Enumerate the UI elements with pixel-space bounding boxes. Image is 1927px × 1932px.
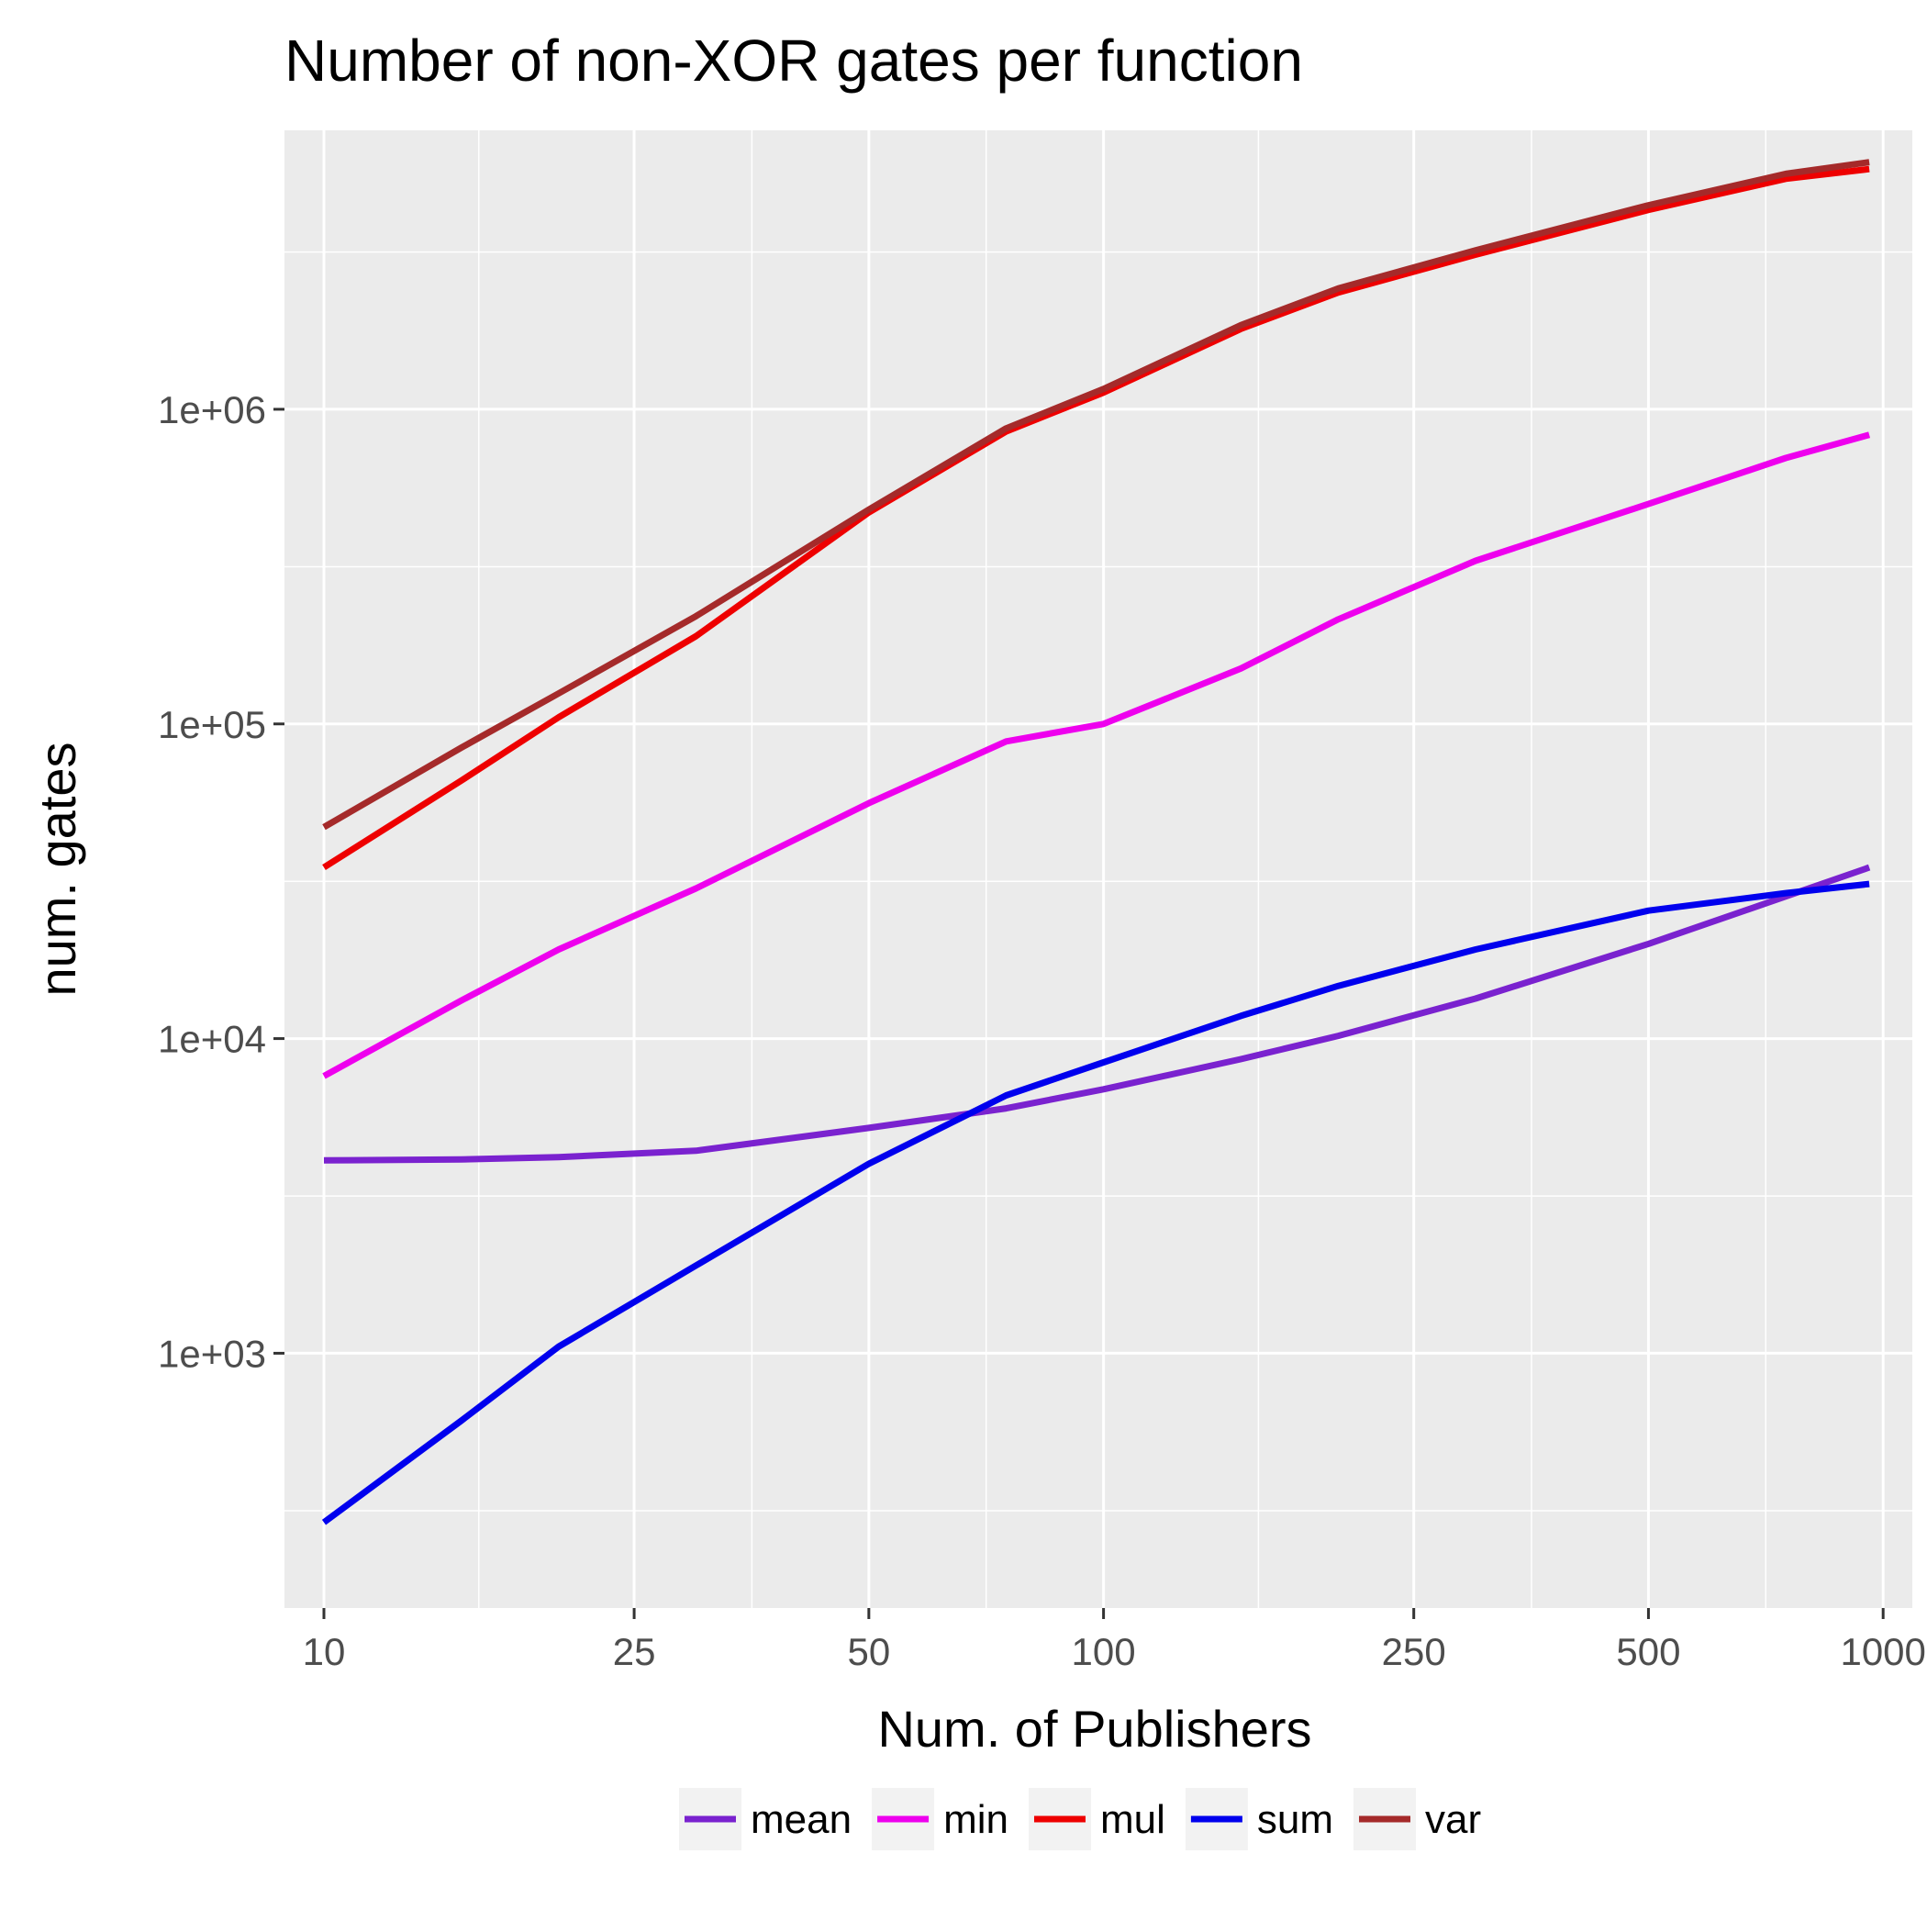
legend-label-mean: mean (751, 1797, 852, 1842)
legend-label-min: min (943, 1797, 1008, 1842)
series-lines (321, 159, 1871, 1525)
x-tick-label: 250 (1382, 1630, 1446, 1673)
series-line-var (322, 159, 1870, 831)
legend-item-mul: mul (1028, 1788, 1165, 1850)
legend-item-sum: sum (1185, 1788, 1333, 1850)
axes: 10 25 50 100 250 500 1000 1e+03 1e+04 1e+05 1e+06 (158, 388, 1926, 1673)
y-tick-label: 1e+05 (158, 703, 266, 746)
legend-item-min: min (872, 1788, 1008, 1850)
legend-label-mul: mul (1100, 1797, 1165, 1842)
x-axis-title: Num. of Publishers (877, 1700, 1311, 1758)
y-tick-label: 1e+06 (158, 388, 266, 431)
legend-label-sum: sum (1257, 1797, 1333, 1842)
series-line-mul (322, 165, 1870, 871)
legend-item-var: var (1353, 1788, 1481, 1850)
series-line-min (322, 431, 1871, 1079)
x-tick-label: 1000 (1840, 1630, 1925, 1673)
series-line-sum (321, 880, 1870, 1525)
legend-label-var: var (1425, 1797, 1481, 1842)
grid-lines (284, 130, 1912, 1608)
legend: mean min mul sum var (679, 1788, 1481, 1850)
y-tick-label: 1e+04 (158, 1018, 266, 1061)
plot-background (284, 130, 1912, 1608)
x-tick-label: 10 (303, 1630, 346, 1673)
x-tick-label: 25 (613, 1630, 656, 1673)
x-tick-label: 100 (1072, 1630, 1136, 1673)
series-line-mean (323, 864, 1871, 1164)
x-tick-label: 500 (1616, 1630, 1680, 1673)
legend-item-mean: mean (679, 1788, 852, 1850)
x-tick-label: 50 (847, 1630, 890, 1673)
y-axis-title: num. gates (28, 742, 86, 996)
y-tick-label: 1e+03 (158, 1332, 266, 1375)
chart-title: Number of non-XOR gates per function (284, 28, 1303, 94)
